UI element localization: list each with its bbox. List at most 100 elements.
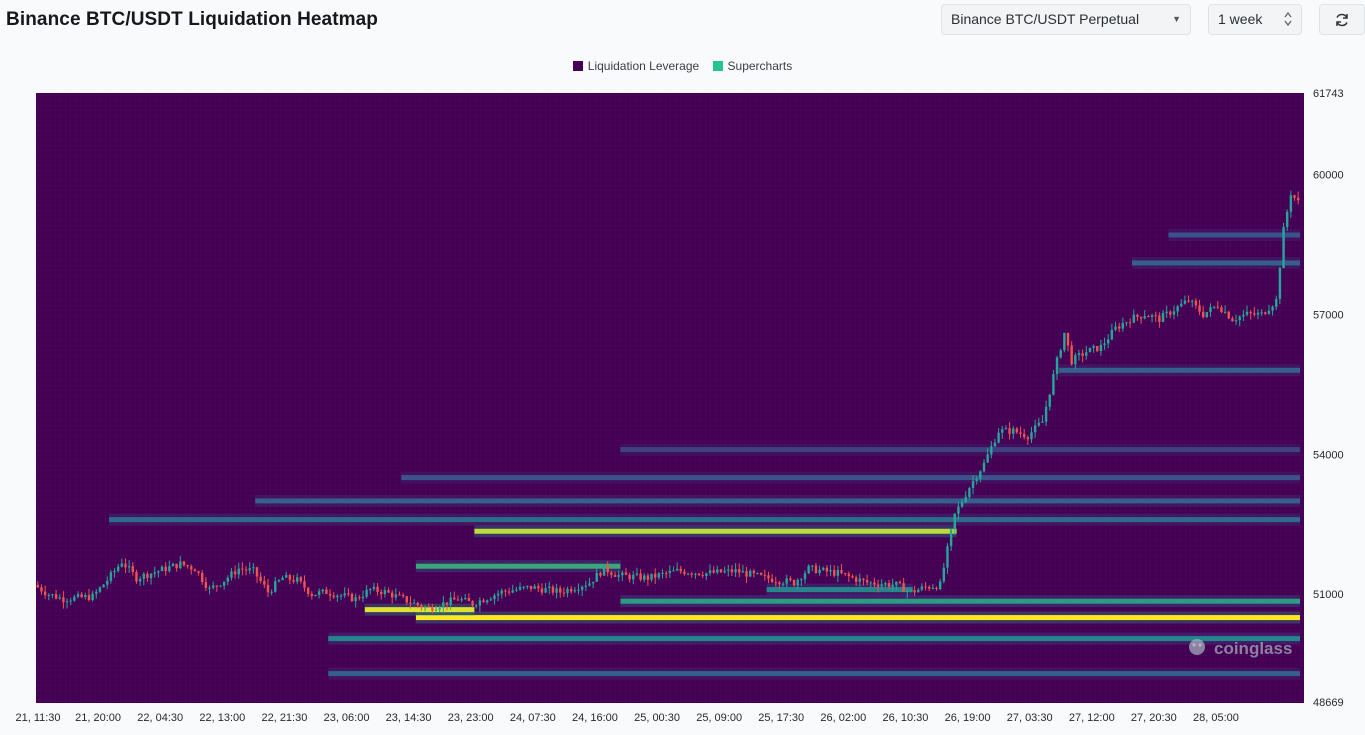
candle-body <box>233 571 237 575</box>
candle-body <box>643 575 646 580</box>
candle-body <box>982 462 986 472</box>
candle-body <box>1008 428 1011 434</box>
candle-body <box>884 583 887 585</box>
candle-body <box>968 488 971 497</box>
candle-body <box>657 573 661 578</box>
candle-body <box>336 595 339 598</box>
x-tick-label: 21, 20:00 <box>75 712 121 724</box>
liquidation-band <box>255 498 1300 504</box>
candle-body <box>650 573 653 580</box>
candle-body <box>47 594 50 596</box>
candle-body <box>1121 323 1125 329</box>
candle-body <box>887 583 891 587</box>
candle-body <box>445 602 449 605</box>
candle-body <box>76 594 80 597</box>
candle-body <box>423 606 427 608</box>
x-tick-label: 26, 19:00 <box>945 712 991 724</box>
candle-body <box>131 566 135 572</box>
candle-body <box>946 546 949 568</box>
candle-body <box>624 572 628 575</box>
candle-body <box>730 569 734 573</box>
candle-body <box>559 588 562 593</box>
candle-body <box>529 585 533 589</box>
candle-body <box>767 575 770 579</box>
liquidation-band <box>109 517 1300 523</box>
candle-body <box>412 602 416 604</box>
candle-body <box>138 578 142 582</box>
y-tick-label: 61743 <box>1313 88 1344 100</box>
candle-body <box>971 480 975 489</box>
candle-body <box>1052 374 1055 395</box>
candle-body <box>1030 432 1033 440</box>
candle-body <box>164 566 167 572</box>
candle-body <box>464 597 467 600</box>
candle-body <box>431 607 434 611</box>
candle-body <box>427 606 430 608</box>
candle-body <box>975 478 978 481</box>
candle-body <box>694 573 697 575</box>
candle-body <box>475 605 478 607</box>
candle-body <box>595 572 598 582</box>
x-tick-label: 27, 20:30 <box>1131 712 1177 724</box>
candle-body <box>960 502 964 507</box>
candle-body <box>679 568 682 572</box>
candle-body <box>573 590 577 592</box>
period-select[interactable]: 1 week <box>1208 4 1302 35</box>
pair-select[interactable]: Binance BTC/USDT Perpetual ▼ <box>941 4 1191 35</box>
candle-body <box>58 597 61 599</box>
candle-body <box>683 571 686 575</box>
x-tick-label: 25, 17:30 <box>758 712 804 724</box>
liquidation-band <box>474 528 957 534</box>
candle-body <box>328 593 332 596</box>
candle-body <box>1238 316 1241 321</box>
candle-body <box>306 587 310 594</box>
candle-body <box>1154 315 1157 317</box>
candle-body <box>1165 311 1168 314</box>
candle-body <box>906 590 909 593</box>
candle-body <box>288 575 292 580</box>
x-tick-label: 25, 09:00 <box>696 712 742 724</box>
candle-body <box>610 572 613 575</box>
candle-body <box>1198 305 1201 312</box>
candle-body <box>1044 406 1048 422</box>
candle-body <box>369 588 372 590</box>
legend-label-supercharts: Supercharts <box>727 59 793 73</box>
candle-body <box>986 454 989 463</box>
up-down-icon <box>1284 11 1292 27</box>
candle-body <box>712 570 715 573</box>
liquidation-band <box>401 475 1300 481</box>
candle-body <box>591 581 595 584</box>
candle-body <box>153 572 156 574</box>
candle-body <box>504 590 507 592</box>
legend-item-supercharts[interactable]: Supercharts <box>712 59 793 73</box>
candle-body <box>314 594 317 597</box>
candle-body <box>124 563 127 568</box>
y-tick-label: 54000 <box>1313 449 1344 461</box>
candle-body <box>829 570 832 572</box>
candle-body <box>745 571 748 577</box>
candle-body <box>1033 425 1037 433</box>
candle-body <box>935 587 938 590</box>
candle-body <box>40 587 43 592</box>
candle-body <box>1242 314 1245 317</box>
candle-body <box>343 593 346 596</box>
candle-body <box>672 570 675 572</box>
candle-body <box>548 586 551 589</box>
candle-body <box>1085 352 1088 356</box>
candle-body <box>116 566 120 571</box>
candle-body <box>1128 322 1132 324</box>
refresh-button[interactable] <box>1319 4 1365 35</box>
candle-body <box>661 572 664 574</box>
candle-body <box>135 571 138 582</box>
candle-body <box>1001 429 1004 433</box>
legend-item-liquidation-leverage[interactable]: Liquidation Leverage <box>572 59 699 73</box>
candle-body <box>569 588 573 592</box>
candle-body <box>1194 300 1198 306</box>
candle-body <box>540 588 544 593</box>
candle-body <box>208 587 211 589</box>
candle-body <box>274 581 277 592</box>
candle-body <box>588 583 591 586</box>
candle-body <box>1132 314 1135 323</box>
candle-body <box>1249 311 1252 314</box>
candle-body <box>928 586 931 589</box>
